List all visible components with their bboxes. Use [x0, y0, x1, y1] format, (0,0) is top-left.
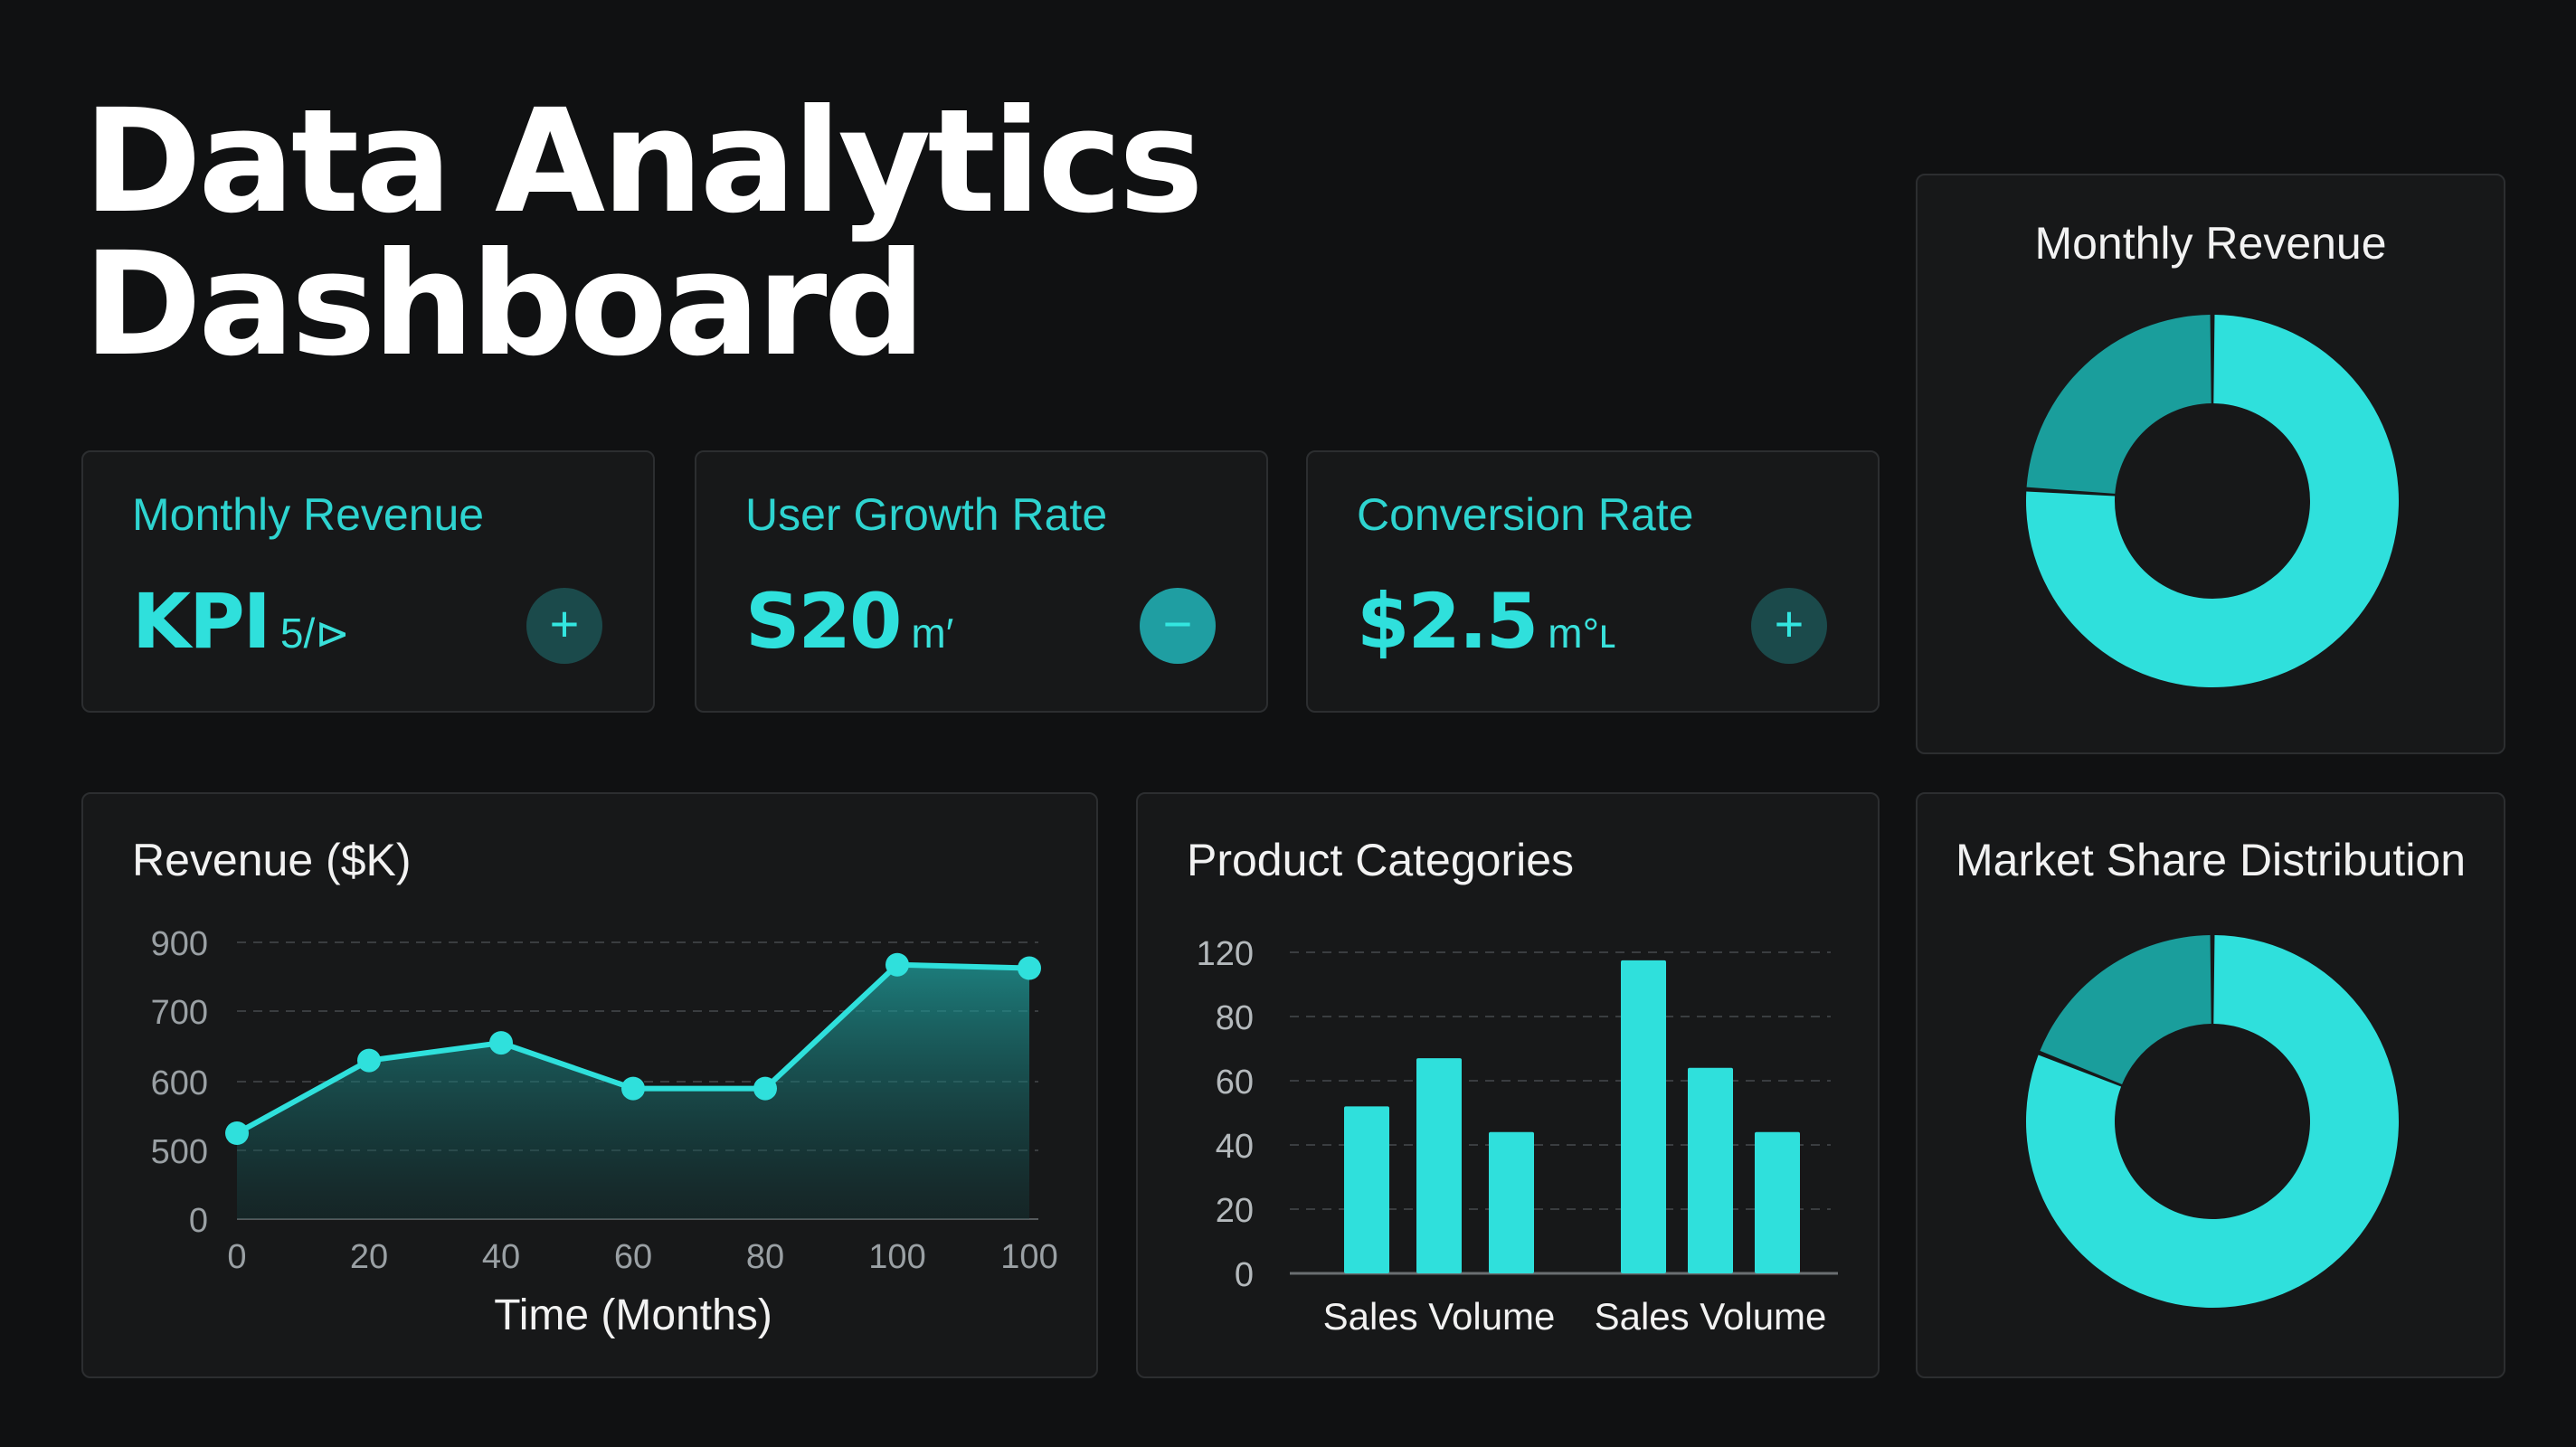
x-tick-label: 100 [868, 1238, 925, 1276]
kpi-value: $2.5 m°ʟ [1357, 577, 1616, 666]
kpi-value-main: $2.5 [1357, 577, 1539, 666]
market-share-donut [2026, 935, 2399, 1308]
x-tick-label: Sales Volume [1323, 1295, 1556, 1338]
bar[interactable] [1489, 1131, 1534, 1273]
y-tick-label: 120 [1197, 935, 1254, 973]
x-tick-label: 60 [614, 1238, 652, 1276]
bar[interactable] [1688, 1067, 1733, 1273]
plus-icon[interactable]: + [1751, 588, 1827, 664]
y-tick-label: 500 [151, 1133, 208, 1171]
x-tick-label: 80 [746, 1238, 784, 1276]
kpi-value-suffix: 5/⊳ [279, 610, 350, 657]
minus-icon[interactable]: − [1140, 588, 1216, 664]
kpi-value-suffix: m°ʟ [1548, 610, 1616, 657]
data-point[interactable] [621, 1076, 645, 1101]
product-categories-bar-chart: 0 20 40 60 80 120 Sales Volume Sales Volume [1197, 935, 1838, 1338]
pie-slice[interactable] [2040, 935, 2211, 1085]
pie-slice[interactable] [2026, 315, 2211, 494]
kpi-card-conversion-rate: Conversion Rate $2.5 m°ʟ + [1306, 450, 1880, 713]
y-tick-label: 20 [1216, 1192, 1254, 1230]
kpi-value-suffix: m′ [911, 610, 954, 657]
data-point[interactable] [225, 1121, 249, 1145]
data-point[interactable] [357, 1048, 381, 1073]
chart-title: Product Categories [1187, 835, 1575, 885]
plus-icon[interactable]: + [526, 588, 602, 664]
data-point[interactable] [753, 1076, 777, 1101]
page-title-line-1: Data Analytics [83, 79, 1204, 245]
x-axis-label: Time (Months) [494, 1291, 772, 1339]
donut-title: Market Share Distribution [1955, 835, 2467, 885]
monthly-revenue-donut [2026, 315, 2399, 687]
donut-title: Monthly Revenue [2034, 218, 2387, 269]
y-tick-label: 0 [189, 1202, 208, 1240]
bar[interactable] [1416, 1058, 1462, 1273]
y-tick-label: 0 [1235, 1256, 1254, 1294]
y-tick-label: 80 [1216, 999, 1254, 1037]
pie-slice[interactable] [2026, 935, 2399, 1308]
product-categories-bar-card: Product Categories 0 20 40 60 80 120 Sales Vol… [1136, 792, 1880, 1378]
y-tick-label: 60 [1216, 1064, 1254, 1102]
kpi-value-main: KPI [132, 577, 271, 666]
x-tick-label: 100 [1000, 1238, 1057, 1276]
kpi-value: KPI 5/⊳ [132, 577, 350, 666]
x-tick-label: 0 [227, 1238, 246, 1276]
kpi-value-main: S20 [745, 577, 902, 666]
x-tick-label: 20 [350, 1238, 388, 1276]
kpi-card-user-growth-rate: User Growth Rate S20 m′ − [695, 450, 1268, 713]
kpi-value: S20 m′ [745, 577, 953, 666]
market-share-donut-card: Market Share Distribution [1916, 792, 2505, 1378]
y-tick-label: 40 [1216, 1128, 1254, 1166]
kpi-title: Conversion Rate [1357, 489, 1694, 540]
y-tick-label: 600 [151, 1064, 208, 1102]
kpi-title: Monthly Revenue [132, 489, 485, 540]
bar[interactable] [1621, 960, 1666, 1273]
monthly-revenue-donut-card: Monthly Revenue [1916, 174, 2505, 754]
kpi-title: User Growth Rate [745, 489, 1108, 540]
data-point[interactable] [489, 1031, 513, 1055]
page-title-line-2: Dashboard [83, 222, 926, 388]
data-point[interactable] [1018, 956, 1041, 980]
y-tick-label: 900 [151, 925, 208, 963]
pie-slice[interactable] [2026, 315, 2399, 687]
data-point[interactable] [886, 952, 909, 977]
kpi-card-monthly-revenue: Monthly Revenue KPI 5/⊳ + [81, 450, 655, 713]
revenue-line-chart-card: Revenue ($K) 0 500 600 700 900 0 20 40 60 80 100 10… [81, 792, 1098, 1378]
y-tick-label: 700 [151, 994, 208, 1032]
x-tick-label: 40 [482, 1238, 520, 1276]
page-title: Data Analytics Dashboard [83, 79, 1204, 388]
x-tick-label: Sales Volume [1595, 1295, 1827, 1338]
bar[interactable] [1344, 1106, 1389, 1273]
revenue-line-chart: 0 500 600 700 900 0 20 40 60 80 100 100 Time (Months… [151, 925, 1058, 1339]
chart-title: Revenue ($K) [132, 835, 412, 885]
bar[interactable] [1755, 1131, 1800, 1273]
